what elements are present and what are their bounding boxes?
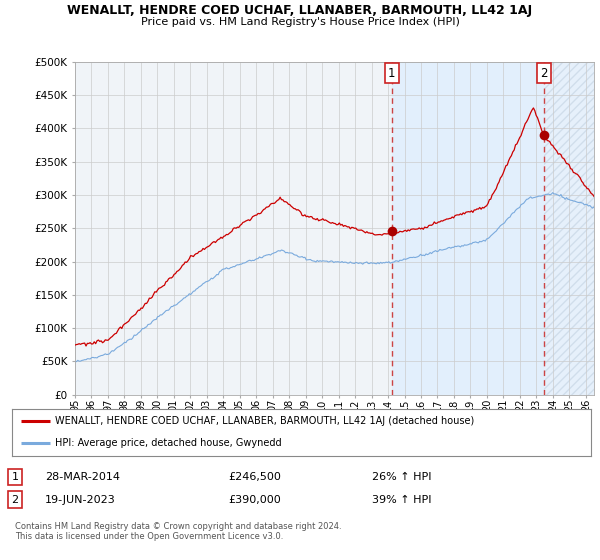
Text: Contains HM Land Registry data © Crown copyright and database right 2024.: Contains HM Land Registry data © Crown c… [15,522,341,531]
Text: 39% ↑ HPI: 39% ↑ HPI [372,494,431,505]
Text: £390,000: £390,000 [228,494,281,505]
Bar [544,62,594,395]
Text: 1: 1 [11,472,19,482]
Text: 19-JUN-2023: 19-JUN-2023 [45,494,116,505]
Text: £246,500: £246,500 [228,472,281,482]
Text: This data is licensed under the Open Government Licence v3.0.: This data is licensed under the Open Gov… [15,532,283,541]
Text: 28-MAR-2014: 28-MAR-2014 [45,472,120,482]
Text: WENALLT, HENDRE COED UCHAF, LLANABER, BARMOUTH, LL42 1AJ (detached house): WENALLT, HENDRE COED UCHAF, LLANABER, BA… [55,416,475,426]
Text: HPI: Average price, detached house, Gwynedd: HPI: Average price, detached house, Gwyn… [55,438,282,448]
Text: WENALLT, HENDRE COED UCHAF, LLANABER, BARMOUTH, LL42 1AJ: WENALLT, HENDRE COED UCHAF, LLANABER, BA… [67,4,533,17]
Text: 2: 2 [541,67,548,80]
Text: 2: 2 [11,494,19,505]
Text: Price paid vs. HM Land Registry's House Price Index (HPI): Price paid vs. HM Land Registry's House … [140,17,460,27]
Text: 26% ↑ HPI: 26% ↑ HPI [372,472,431,482]
Text: 1: 1 [388,67,395,80]
Bar [544,62,594,395]
Bar [392,62,544,395]
